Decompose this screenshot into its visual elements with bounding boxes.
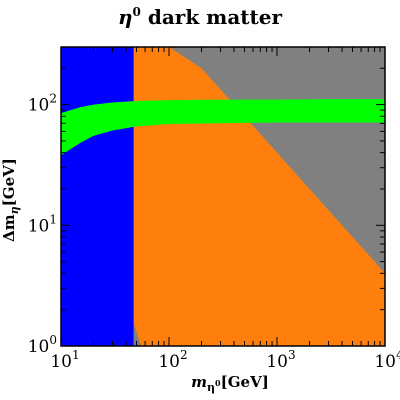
y-tick-label: 101	[28, 212, 57, 236]
x-tick-label: 101	[50, 348, 79, 372]
green-band	[61, 99, 385, 156]
x-tick-label: 104	[374, 348, 400, 372]
x-tick-label: 103	[266, 348, 295, 372]
title-text: dark matter	[141, 5, 283, 29]
title-symbol: η	[118, 5, 133, 29]
plot-area	[60, 46, 386, 347]
y-axis-label: Δmη[GeV]	[0, 158, 21, 242]
blue-region	[61, 47, 134, 346]
chart-title: η0 dark matter	[118, 5, 282, 29]
x-tick-label: 102	[158, 348, 187, 372]
title-superscript: 0	[133, 5, 141, 19]
y-tick-label: 102	[28, 92, 57, 116]
y-tick-label: 100	[28, 333, 57, 357]
plot-frame	[60, 46, 386, 347]
x-axis-label: mη0[GeV]	[191, 373, 269, 394]
